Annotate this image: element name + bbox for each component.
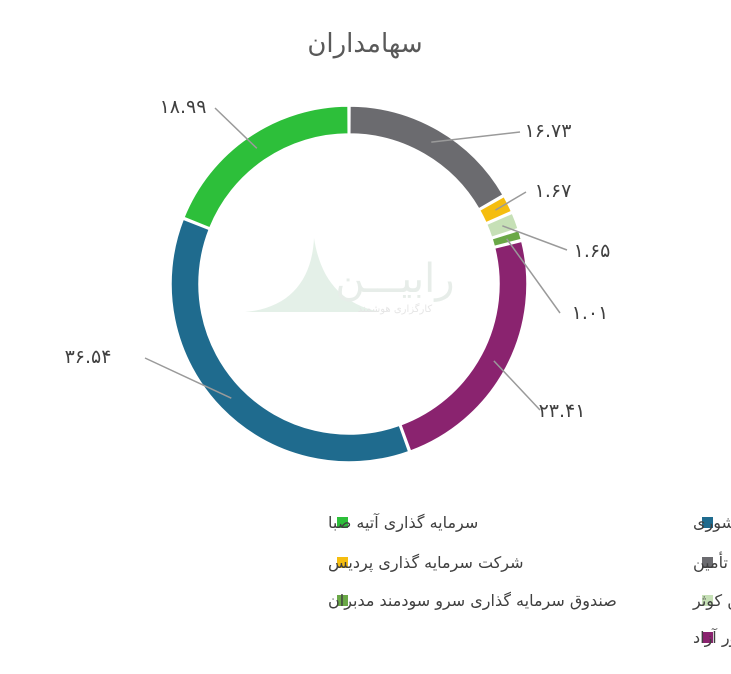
leader-line-7 [493, 360, 541, 411]
data-label-5: ۱.۶۵ [574, 240, 611, 262]
donut-slices [170, 105, 528, 463]
legend-label-5: شرکت گروه راهبرد مبین کوثر [692, 591, 731, 611]
data-label-6: ۱.۰۱ [572, 302, 609, 324]
leader-line-4 [495, 191, 527, 211]
legend-item-6[interactable]: صندوق سرمایه گذاری سرو سودمند مدبران [328, 591, 617, 611]
donut-slice-2 [182, 105, 349, 229]
legend-swatch-1 [702, 517, 713, 528]
legend-label-3: سرمایه گذاری نفت و گاز و پتروشیمی تأمین [693, 551, 731, 573]
data-label-1: ۳۶.۵۴ [65, 346, 112, 368]
legend-item-1[interactable]: صندوق بازنشستگی کشوری [693, 513, 731, 533]
legend-label-4: شرکت سرمایه گذاری پردیس [328, 553, 524, 573]
watermark-logo: رابیـــن کارگزاری هوشمند [245, 238, 455, 315]
leader-line-1 [144, 357, 232, 399]
leader-lines [144, 107, 568, 411]
legend-item-4[interactable]: شرکت سرمایه گذاری پردیس [328, 553, 524, 573]
leader-line-2 [214, 107, 258, 149]
watermark-leaf-icon [245, 238, 380, 312]
data-labels: ۳۶.۵۴ ۱۸.۹۹ ۱۶.۷۳ ۱.۶۷ ۱.۶۵ ۱.۰۱ ۲۳.۴۱ [65, 96, 611, 422]
legend-item-7[interactable]: سهام شناور آزاد [693, 628, 731, 648]
donut-slice-5 [485, 212, 520, 239]
legend: صندوق بازنشستگی کشوری سرمایه گذاری آتیه ص… [328, 513, 731, 648]
data-label-4: ۱.۶۷ [535, 180, 572, 202]
legend-item-2[interactable]: سرمایه گذاری آتیه صبا [328, 513, 478, 533]
legend-label-1: صندوق بازنشستگی کشوری [693, 513, 731, 533]
legend-label-2: سرمایه گذاری آتیه صبا [328, 513, 478, 533]
legend-swatch-2 [337, 517, 348, 528]
donut-slice-6 [491, 229, 523, 248]
watermark-main-text: رابیـــن [335, 256, 454, 302]
legend-label-6: صندوق سرمایه گذاری سرو سودمند مدبران [328, 591, 617, 611]
chart-title: سهامداران [307, 29, 422, 59]
data-label-7: ۲۳.۴۱ [539, 400, 586, 422]
legend-item-3[interactable]: سرمایه گذاری نفت و گاز و پتروشیمی تأمین [693, 551, 731, 573]
legend-item-5[interactable]: شرکت گروه راهبرد مبین کوثر [692, 591, 731, 611]
leader-line-3 [431, 131, 521, 143]
legend-swatch-3 [702, 557, 713, 568]
legend-label-7: سهام شناور آزاد [693, 628, 731, 648]
watermark-sub-text: کارگزاری هوشمند [358, 303, 433, 315]
leader-line-6 [506, 238, 561, 314]
data-label-2: ۱۸.۹۹ [160, 96, 207, 118]
data-label-3: ۱۶.۷۳ [525, 120, 572, 142]
donut-slice-1 [170, 218, 410, 463]
legend-swatch-4 [337, 557, 348, 568]
leader-line-5 [502, 225, 568, 251]
donut-slice-3 [349, 105, 505, 210]
donut-slice-7 [399, 240, 528, 453]
legend-swatch-7 [702, 632, 713, 643]
legend-swatch-5 [702, 595, 713, 606]
legend-swatch-6 [337, 595, 348, 606]
